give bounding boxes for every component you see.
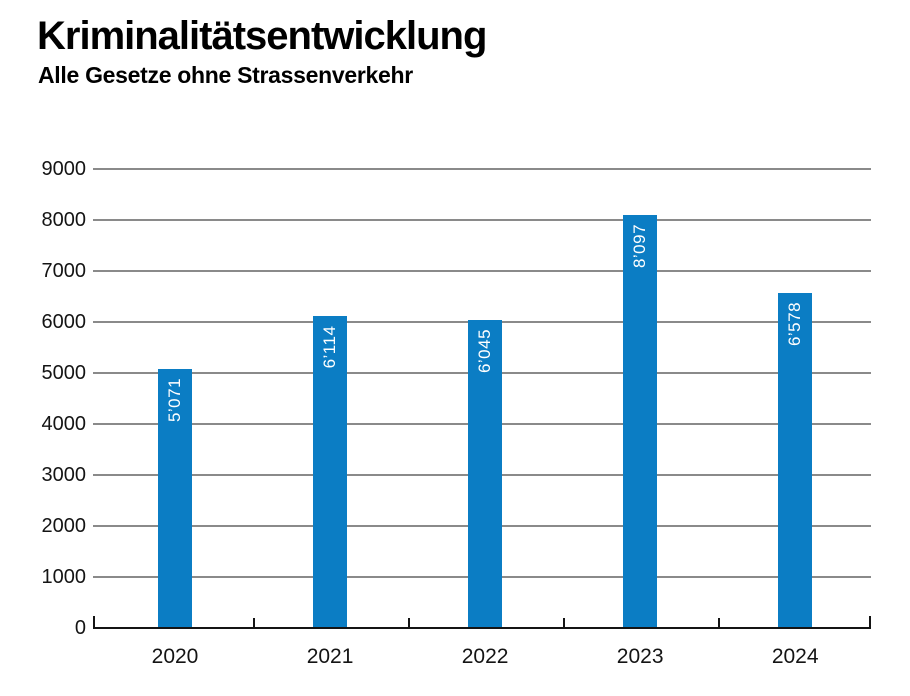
bar-2022 [468,319,503,628]
chart-title: Kriminalitätsentwicklung [37,14,487,58]
x-axis-label-2023: 2023 [616,645,664,668]
x-axis-label-2020: 2020 [151,645,199,668]
axis-tick-3 [407,618,410,627]
x-axis-label-2022: 2022 [461,645,509,668]
bar-value-label-2023: 8’097 [630,223,650,269]
gridline-8000 [93,219,871,221]
y-axis-label-1000: 1000 [41,566,87,588]
bar-2020 [158,369,192,628]
y-axis-label-6000: 6000 [41,311,87,333]
y-axis-label-9000: 9000 [41,158,87,180]
axis-tick-5 [717,618,720,627]
bar-2021 [313,316,348,628]
axis-tick-0 [93,616,95,627]
bar-value-label-2024: 6’578 [785,301,805,346]
bar-value-label-2022: 6’045 [475,328,495,373]
x-axis-label-2024: 2024 [771,645,819,668]
y-axis-label-7000: 7000 [41,260,87,282]
y-axis-label-0: 0 [74,617,86,639]
bar-value-label-2021: 6’114 [320,325,340,369]
y-axis-label-8000: 8000 [41,209,87,231]
x-axis-label-2021: 2021 [306,645,354,668]
bar-2023 [623,215,658,628]
axis-tick-1 [869,616,871,627]
y-axis-label-2000: 2000 [41,515,87,537]
x-axis-line [93,627,871,629]
gridline-7000 [93,270,871,272]
y-axis-label-4000: 4000 [41,413,87,435]
axis-tick-4 [562,618,565,627]
y-axis-label-3000: 3000 [41,464,87,486]
gridline-9000 [93,168,871,170]
bar-value-label-2020: 5’071 [165,378,184,423]
chart-subtitle: Alle Gesetze ohne Strassenverkehr [38,62,413,88]
y-axis-label-5000: 5000 [41,362,87,384]
bar-2024 [778,292,813,628]
axis-tick-2 [252,618,255,627]
